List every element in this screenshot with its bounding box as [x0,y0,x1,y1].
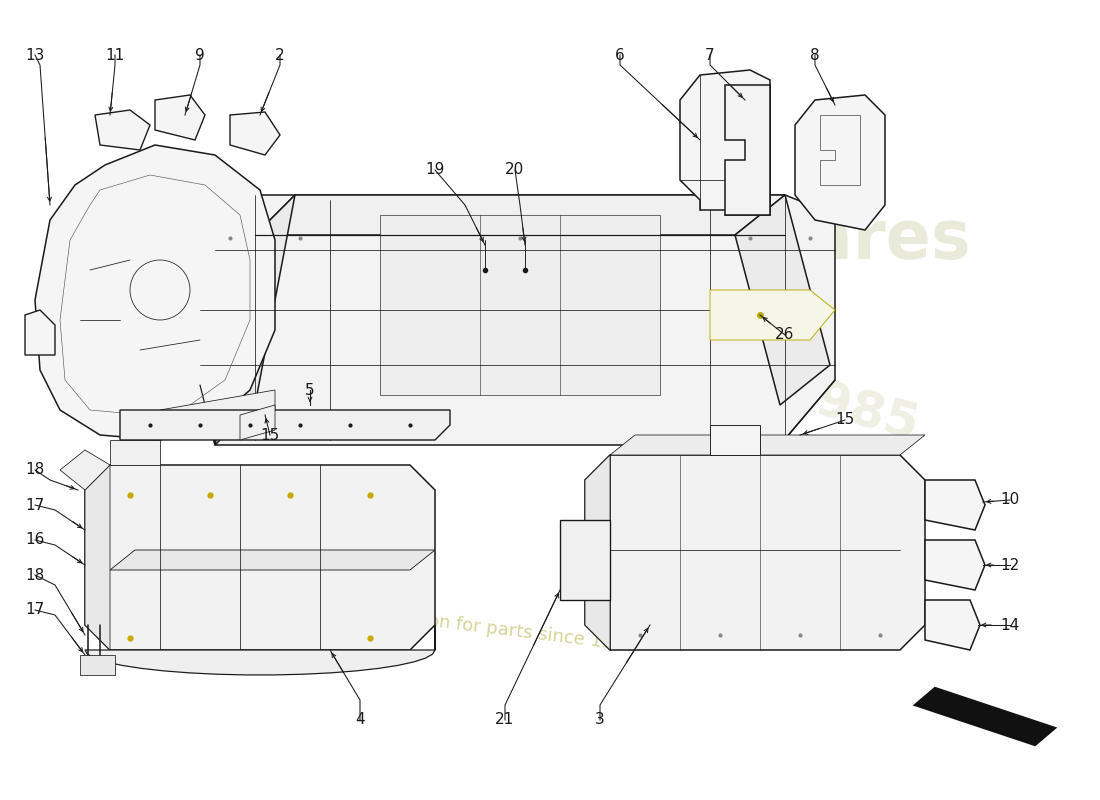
Text: 21: 21 [495,713,515,727]
Polygon shape [710,425,760,455]
Text: 3: 3 [595,713,605,727]
Polygon shape [560,520,610,600]
Polygon shape [85,625,434,675]
Text: 5: 5 [305,382,315,398]
Text: 19: 19 [426,162,444,178]
Polygon shape [379,215,660,395]
Polygon shape [680,70,770,210]
Text: 6: 6 [615,47,625,62]
Polygon shape [925,540,985,590]
Polygon shape [735,195,830,405]
Text: 7: 7 [705,47,715,62]
Text: 18: 18 [25,462,45,478]
Polygon shape [795,95,886,230]
Polygon shape [255,195,785,235]
Polygon shape [85,465,110,650]
Polygon shape [610,435,925,455]
Polygon shape [585,455,925,650]
Text: 10: 10 [1000,493,1020,507]
Polygon shape [120,410,450,440]
Text: 18: 18 [25,567,45,582]
Polygon shape [240,405,275,440]
Text: 4: 4 [355,713,365,727]
Polygon shape [710,290,835,340]
Polygon shape [110,550,435,570]
Text: 9: 9 [195,47,205,62]
Polygon shape [925,600,980,650]
Polygon shape [925,480,985,530]
Polygon shape [160,390,275,440]
Text: 15: 15 [261,427,279,442]
Polygon shape [35,145,275,440]
Polygon shape [200,195,835,445]
Polygon shape [80,655,116,675]
Polygon shape [110,440,160,465]
Polygon shape [85,465,434,650]
Text: 2: 2 [275,47,285,62]
Polygon shape [155,95,205,140]
Text: 16: 16 [25,533,45,547]
Text: 11: 11 [106,47,124,62]
Text: 8: 8 [811,47,819,62]
Polygon shape [60,450,110,490]
Text: 26: 26 [776,327,794,342]
Polygon shape [585,455,611,650]
Text: 17: 17 [25,602,45,618]
Polygon shape [25,310,55,355]
Text: 17: 17 [25,498,45,513]
Text: 13: 13 [25,47,45,62]
Text: 20: 20 [505,162,525,178]
Text: eurospares: eurospares [549,207,970,273]
Text: 1985: 1985 [777,369,924,451]
Text: 15: 15 [835,413,855,427]
Polygon shape [725,85,770,215]
Polygon shape [214,195,295,445]
Text: 12: 12 [1000,558,1020,573]
Polygon shape [95,110,150,150]
Text: 14: 14 [1000,618,1020,633]
Polygon shape [116,490,435,510]
Polygon shape [915,688,1055,745]
Polygon shape [230,112,280,155]
Text: a passion for parts since 1985: a passion for parts since 1985 [364,605,637,655]
